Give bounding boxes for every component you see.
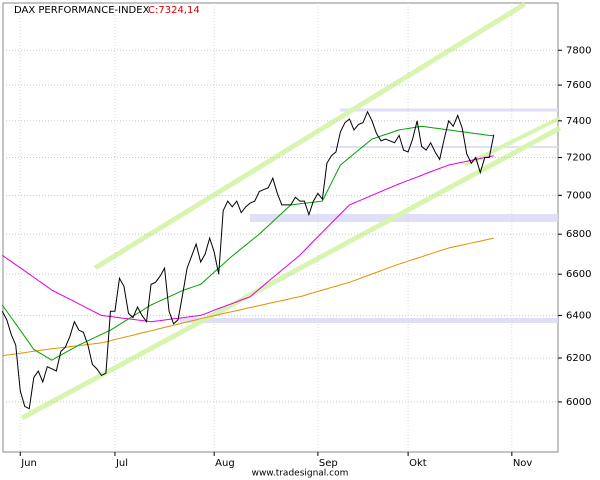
series-line — [1, 110, 495, 410]
y-tick-label: 7200 — [566, 153, 591, 164]
series-line — [2, 237, 494, 357]
y-tick-label: 7000 — [566, 190, 591, 201]
y-tick-label: 6800 — [566, 229, 591, 240]
band — [180, 318, 558, 323]
y-tick-label: 6000 — [566, 397, 591, 408]
y-tick-label: 6600 — [566, 269, 591, 280]
y-tick-label: 7600 — [566, 80, 591, 91]
channel-line — [20, 125, 562, 421]
series-layer — [1, 3, 558, 452]
series-line — [1, 155, 494, 323]
last-close: C:7324,14 — [148, 5, 200, 16]
series-line — [1, 125, 494, 361]
y-tick-label: 7400 — [566, 116, 591, 127]
x-tick-label: Aug — [215, 458, 235, 469]
x-tick-label: Okt — [409, 458, 427, 469]
x-tick-label: Jun — [20, 458, 37, 469]
y-tick-label: 6200 — [566, 353, 591, 364]
x-tick-label: Jul — [115, 458, 128, 469]
chart-title: DAX PERFORMANCE-INDEX — [14, 5, 150, 16]
y-tick-label: 6400 — [566, 310, 591, 321]
decoration — [20, 1, 562, 421]
band — [250, 214, 558, 222]
y-tick-label: 7800 — [566, 45, 591, 56]
x-tick-label: Sep — [319, 458, 338, 469]
x-tick-label: Nov — [513, 458, 533, 469]
channel-line — [93, 1, 527, 271]
footer: www.tradesignal.com — [252, 469, 349, 479]
